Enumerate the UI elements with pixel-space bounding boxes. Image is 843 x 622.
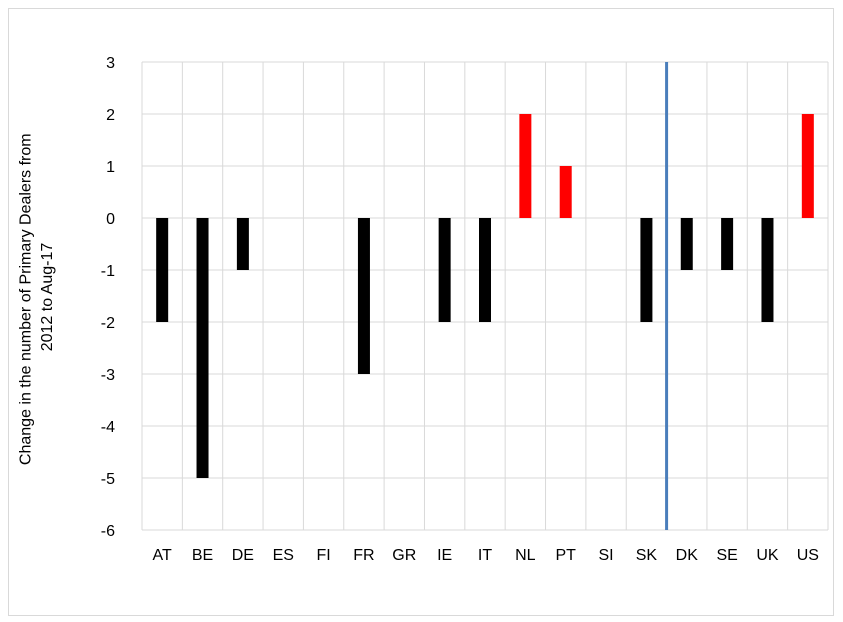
y-tick-label: -4 [101,419,115,436]
y-tick-label: -6 [101,523,115,540]
grid [141,61,829,531]
y-tick-label: -3 [101,367,115,384]
x-tick-label: SI [598,547,613,564]
x-tick-label: UK [756,547,779,564]
x-tick-label: FR [353,547,374,564]
bar-se [721,218,734,270]
x-tick-label: IT [478,547,492,564]
bar-ie [438,218,451,322]
chart-frame [8,8,834,616]
y-tick-label: -2 [101,315,115,332]
x-tick-label: DK [676,547,699,564]
bar-de [236,218,249,270]
y-tick-label: 0 [106,211,115,228]
x-tick-label: DE [232,547,254,564]
bar-nl [519,114,532,218]
bars [156,62,814,530]
bar-pt [559,166,572,218]
y-tick-label: -5 [101,471,115,488]
x-tick-label: PT [555,547,576,564]
bar-dk [680,218,693,270]
x-axis-ticks: AT BE DE ES FI FR GR IE IT NL PT SI SK DK SE UK US [153,547,819,564]
y-tick-label: 2 [106,107,115,124]
x-tick-label: US [797,547,819,564]
bar-at [156,218,169,322]
x-tick-label: NL [515,547,536,564]
y-axis-label-line-2: 2012 to Aug-17 [39,243,56,352]
bar-us [801,114,814,218]
bar-be [196,218,209,478]
x-tick-label: GR [392,547,416,564]
y-axis-label-line-1: Change in the number of Primary Dealers … [17,133,34,465]
x-tick-label: SE [716,547,737,564]
y-tick-label: 3 [106,55,115,72]
x-tick-label: BE [192,547,213,564]
x-tick-label: AT [153,547,172,564]
y-tick-label: 1 [106,159,115,176]
x-tick-label: SK [636,547,658,564]
bar-it [479,218,491,322]
y-tick-label: -1 [101,263,115,280]
y-axis-ticks: 3 2 1 0 -1 -2 -3 -4 -5 -6 [101,55,115,540]
x-tick-label: ES [273,547,294,564]
bar-uk [761,218,774,322]
x-tick-label: IE [437,547,452,564]
x-tick-label: FI [316,547,330,564]
bar-fr [357,218,370,374]
y-axis-label: Change in the number of Primary Dealers … [17,129,56,465]
bar-sk [640,218,653,322]
